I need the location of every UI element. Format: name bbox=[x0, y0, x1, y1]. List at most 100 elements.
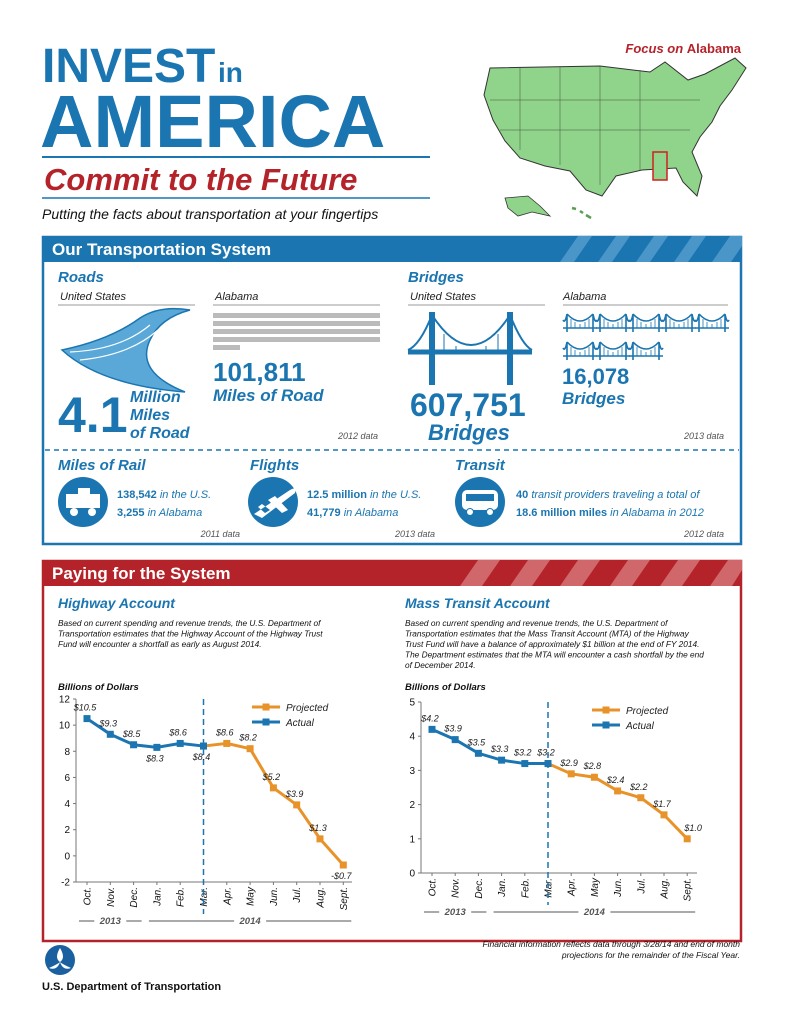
point bbox=[106, 730, 114, 738]
point bbox=[269, 784, 277, 792]
x-tick-label: Dec. bbox=[129, 887, 140, 908]
us-label: United States bbox=[410, 291, 477, 303]
alaska bbox=[504, 195, 552, 217]
point bbox=[590, 773, 598, 781]
wheel bbox=[70, 508, 78, 516]
value-label: $4.2 bbox=[420, 713, 439, 723]
point bbox=[567, 770, 575, 778]
y-axis-label: Billions of Dollars bbox=[405, 682, 486, 693]
value-label: $1.7 bbox=[652, 799, 672, 809]
value-label: $3.9 bbox=[443, 724, 462, 734]
bridge-icon bbox=[407, 312, 533, 385]
footnote: projections for the remainder of the Fis… bbox=[561, 950, 740, 960]
x-tick-label: Mar. bbox=[544, 878, 555, 898]
point bbox=[637, 794, 645, 802]
point bbox=[293, 801, 301, 809]
year-label: 2013 bbox=[444, 907, 467, 918]
point bbox=[339, 861, 347, 869]
value-label: -$0.7 bbox=[331, 871, 353, 881]
x-tick-label: Oct. bbox=[83, 887, 94, 905]
x-tick-label: Apr. bbox=[567, 878, 578, 897]
y-tick-label: 10 bbox=[59, 721, 71, 732]
y-tick-label: 8 bbox=[64, 747, 70, 758]
y-tick-label: -2 bbox=[61, 878, 70, 889]
account-text: Based on current spending and revenue tr… bbox=[405, 618, 669, 628]
x-tick-label: Aug. bbox=[660, 878, 671, 900]
rail-line: 138,542 in the U.S. bbox=[117, 489, 211, 501]
figure: 40 bbox=[516, 489, 528, 501]
source: 2012 data bbox=[337, 431, 378, 441]
wheel bbox=[486, 508, 494, 516]
section-box bbox=[41, 559, 743, 943]
point bbox=[428, 725, 436, 733]
figure: 3,255 bbox=[117, 507, 145, 519]
value-label: $8.5 bbox=[122, 729, 142, 739]
source: 2013 data bbox=[394, 529, 435, 539]
y-tick-label: 2 bbox=[64, 825, 70, 836]
title-in: in bbox=[218, 57, 243, 88]
point bbox=[223, 739, 231, 747]
y-tick-label: 0 bbox=[64, 851, 70, 862]
x-tick-label: Sept. bbox=[683, 878, 694, 901]
stripes bbox=[460, 560, 742, 586]
text: in Alabama in 2012 bbox=[610, 507, 704, 519]
x-tick-label: Oct. bbox=[428, 878, 439, 896]
x-tick-label: Jul. bbox=[292, 887, 303, 904]
point bbox=[498, 756, 506, 764]
legend-label: Actual bbox=[625, 721, 655, 732]
account-text: of December 2014. bbox=[405, 660, 476, 670]
value-label: $2.2 bbox=[629, 782, 648, 792]
x-tick-label: Nov. bbox=[106, 887, 117, 907]
point bbox=[316, 835, 324, 843]
value-label: $3.9 bbox=[285, 789, 304, 799]
y-tick-label: 4 bbox=[409, 732, 415, 743]
point bbox=[83, 715, 91, 723]
legend-label: Projected bbox=[626, 706, 669, 717]
point bbox=[660, 811, 668, 819]
y-tick-label: 1 bbox=[409, 834, 415, 845]
value-label: $3.3 bbox=[490, 744, 509, 754]
x-tick-label: Dec. bbox=[474, 878, 485, 899]
point bbox=[176, 739, 184, 747]
year-label: 2013 bbox=[99, 916, 122, 927]
agency: U.S. Department of Transportation bbox=[42, 981, 221, 993]
value-label: $3.2 bbox=[513, 748, 532, 758]
x-tick-label: Jun. bbox=[269, 887, 280, 907]
flights-line: 41,779 in Alabama bbox=[307, 507, 398, 519]
title-america: AMERICA bbox=[40, 80, 385, 163]
y-tick-label: 3 bbox=[409, 766, 415, 777]
account-text: Based on current spending and revenue tr… bbox=[58, 618, 322, 628]
value-label: $1.3 bbox=[308, 823, 327, 833]
legend-marker bbox=[602, 721, 610, 729]
x-tick-label: May bbox=[590, 877, 601, 897]
x-tick-label: Apr. bbox=[222, 887, 233, 906]
y-tick-label: 2 bbox=[409, 800, 415, 811]
account-text: Transportation estimates that the Mass T… bbox=[405, 629, 690, 639]
road-icon bbox=[60, 307, 191, 393]
value-label: $3.2 bbox=[536, 748, 555, 758]
subtitle: Commit to the Future bbox=[44, 162, 357, 197]
value-label: $5.2 bbox=[262, 772, 281, 782]
road-lines bbox=[69, 324, 159, 361]
point bbox=[451, 736, 459, 744]
x-tick-label: Mar. bbox=[199, 887, 210, 907]
account-title: Highway Account bbox=[58, 595, 176, 611]
year-label: 2014 bbox=[239, 916, 262, 927]
y-tick-label: 5 bbox=[409, 698, 415, 709]
y-tick-label: 4 bbox=[64, 799, 70, 810]
train bbox=[66, 488, 100, 508]
point bbox=[474, 749, 482, 757]
value-label: $2.4 bbox=[606, 775, 625, 785]
transit-line: 40 transit providers traveling a total o… bbox=[516, 489, 700, 501]
legend-marker bbox=[262, 718, 270, 726]
account-text: Trust Fund will have a balance of approx… bbox=[405, 639, 699, 649]
us-road-unit: of Road bbox=[130, 425, 191, 442]
title-invest: INVEST bbox=[42, 40, 215, 93]
al-road-unit: Miles of Road bbox=[213, 386, 324, 405]
rail-title: Miles of Rail bbox=[58, 457, 146, 474]
y-tick-label: 6 bbox=[64, 773, 70, 784]
x-tick-label: Jul. bbox=[636, 878, 647, 895]
account-title: Mass Transit Account bbox=[405, 595, 551, 611]
alabama bbox=[652, 151, 668, 181]
transit-line: 18.6 million miles in Alabama in 2012 bbox=[516, 507, 704, 519]
